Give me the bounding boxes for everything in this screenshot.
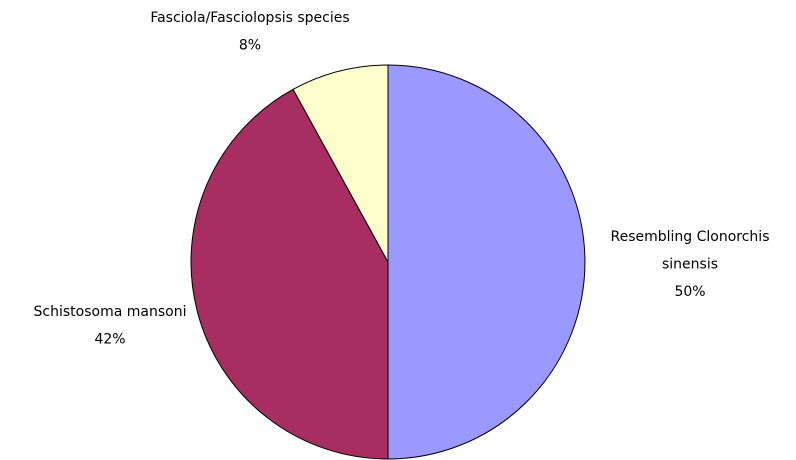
pie-slice — [292, 64, 389, 263]
slice-label: Schistosoma mansoni — [34, 304, 187, 320]
slice-label: Fasciola/Fasciolopsis species — [150, 10, 349, 26]
slice-label: Resembling Clonorchis sinensis — [610, 229, 769, 273]
slice-value-label: 8% — [239, 38, 261, 54]
slice-value-label: 42% — [94, 332, 125, 348]
slice-value-label: 50% — [674, 284, 705, 300]
pie-slice — [190, 88, 389, 460]
pie-slice — [387, 64, 586, 460]
